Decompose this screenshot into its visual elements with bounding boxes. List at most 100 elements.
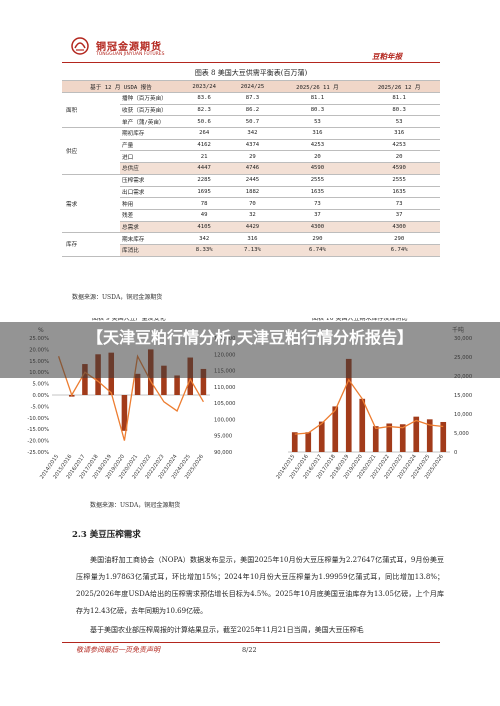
table-value-cell: 37 bbox=[276, 208, 359, 222]
table-value-cell: 2555 bbox=[276, 173, 359, 187]
table-header-cell: 基于 12 月 USDA 报告 bbox=[62, 80, 180, 93]
table-value-cell: 29 bbox=[228, 150, 277, 164]
table-row: 库消比 8.33% 7.13% 6.74% 6.74% bbox=[62, 243, 440, 257]
table-value-cell: 290 bbox=[276, 232, 359, 245]
table-item-cell: 总需求 bbox=[120, 220, 180, 234]
table-header-cell: 2025/26 11 月 bbox=[276, 80, 359, 93]
chart1-ytick-left: 0.00% bbox=[33, 393, 50, 399]
table-value-cell: 81.1 bbox=[358, 92, 440, 105]
table-item-cell: 产量 bbox=[120, 138, 180, 152]
table-value-cell: 81.1 bbox=[276, 92, 359, 105]
overlay-title[interactable]: 【天津豆粕行情分析,天津豆粕行情分析报告】 bbox=[86, 328, 414, 347]
table-value-cell: 316 bbox=[228, 232, 277, 245]
charts-source: 数据来源：USDA，铜冠金源期货 bbox=[90, 502, 181, 509]
chart2-bar bbox=[399, 424, 406, 452]
table-value-cell: 1635 bbox=[358, 185, 440, 199]
chart1-ytick-right: 100,000 bbox=[214, 417, 235, 423]
table-row: 总需求 4105 4429 4300 4300 bbox=[62, 220, 440, 234]
chart1-bar bbox=[82, 364, 88, 395]
chart1-ytick-left: -5.00% bbox=[31, 404, 49, 410]
chart2-bar bbox=[291, 432, 298, 452]
table-caption: 图表 8 美国大豆供需平衡表(百万蒲) bbox=[194, 69, 308, 77]
table-value-cell: 6.74% bbox=[276, 243, 359, 257]
table-value-cell: 80.3 bbox=[358, 103, 440, 117]
table-item-cell: 期末库存 bbox=[120, 232, 180, 245]
table-row: 面积 播种（百万英亩） 83.6 87.3 81.1 81.1 bbox=[62, 91, 440, 129]
table-value-cell: 80.3 bbox=[276, 103, 359, 117]
chart1-bar bbox=[174, 375, 180, 395]
chart2-ytick-right: 5,000 bbox=[454, 431, 469, 437]
table-value-cell: 2555 bbox=[358, 173, 440, 187]
table-row: 进口 21 29 20 20 bbox=[62, 150, 440, 164]
table-value-cell: 2285 bbox=[180, 173, 229, 187]
table-group-cell: 供应 bbox=[62, 127, 120, 175]
table-value-cell: 53 bbox=[276, 115, 359, 129]
table-value-cell: 4590 bbox=[276, 162, 359, 175]
company-name: 铜冠金源期货 bbox=[96, 42, 162, 53]
chart2-bar bbox=[426, 419, 433, 452]
table-item-cell: 收获（百万英亩） bbox=[120, 103, 180, 117]
table-row: 种用 78 70 73 73 bbox=[62, 197, 440, 210]
chart2-ytick-right: 0 bbox=[454, 450, 457, 456]
table-value-cell: 49 bbox=[180, 208, 229, 222]
chart2-ratio-line bbox=[294, 378, 444, 435]
table-item-cell: 种用 bbox=[120, 197, 180, 210]
table-value-cell: 4746 bbox=[228, 162, 277, 175]
table-item-cell: 残差 bbox=[120, 208, 180, 222]
chart1-ytick-left: -25.00% bbox=[27, 450, 49, 456]
table-item-cell: 期初库存 bbox=[120, 127, 180, 140]
page-number: 8/22 bbox=[242, 646, 257, 654]
chart2-bar bbox=[372, 426, 379, 452]
chart1-ytick-right: 90,000 bbox=[214, 450, 232, 456]
table-row: 出口需求 1695 1882 1635 1635 bbox=[62, 185, 440, 199]
table-value-cell: 1695 bbox=[180, 185, 229, 199]
chart1-bar bbox=[200, 368, 207, 395]
chart1-bar bbox=[121, 395, 128, 431]
table-header-cell: 2024/25 bbox=[228, 80, 277, 93]
table-value-cell: 4447 bbox=[180, 162, 229, 175]
company-logo-icon bbox=[70, 36, 90, 56]
table-value-cell: 86.2 bbox=[228, 103, 277, 117]
chart1-ytick-right: 95,000 bbox=[214, 434, 232, 440]
table-value-cell: 4162 bbox=[180, 138, 229, 152]
footer-divider bbox=[62, 642, 440, 643]
table-header-row: 基于 12 月 USDA 报告 2023/24 2024/25 2025/26 … bbox=[62, 80, 440, 93]
table-group-cell: 面积 bbox=[62, 91, 120, 129]
table-value-cell: 7.13% bbox=[228, 243, 277, 257]
table-value-cell: 50.6 bbox=[180, 115, 229, 129]
table-value-cell: 342 bbox=[228, 127, 277, 140]
table-value-cell: 290 bbox=[358, 232, 440, 245]
table-value-cell: 8.33% bbox=[180, 243, 229, 257]
chart2-bar bbox=[359, 398, 366, 452]
table-value-cell: 4300 bbox=[276, 220, 359, 234]
table-value-cell: 4253 bbox=[276, 138, 359, 152]
paragraph: 基于美国农业部压榨周报的计算结果显示，截至2025年11月21日当周，美国大豆压… bbox=[90, 626, 364, 634]
chart2-title: 图表 10 美国大豆期末库存及库消比 bbox=[312, 318, 407, 322]
table-value-cell: 4105 bbox=[180, 220, 229, 234]
chart2-ytick-right: 15,000 bbox=[454, 393, 472, 399]
table-value-cell: 50.7 bbox=[228, 115, 277, 129]
table-value-cell: 6.74% bbox=[358, 243, 440, 257]
table-value-cell: 264 bbox=[180, 127, 229, 140]
table-value-cell: 82.3 bbox=[180, 103, 229, 117]
table-item-cell: 库消比 bbox=[120, 243, 180, 257]
chart2-bar bbox=[440, 421, 447, 452]
table-value-cell: 73 bbox=[358, 197, 440, 210]
table-value-cell: 1882 bbox=[228, 185, 277, 199]
table-item-cell: 总供应 bbox=[120, 162, 180, 175]
table-value-cell: 4253 bbox=[358, 138, 440, 152]
table-group-cell: 库存 bbox=[62, 232, 120, 257]
table-row: 供应 期初库存 264 342 316 316 bbox=[62, 127, 440, 175]
balance-table: 基于 12 月 USDA 报告 2023/24 2024/25 2025/26 … bbox=[62, 80, 440, 257]
table-value-cell: 70 bbox=[228, 197, 277, 210]
table-item-cell: 出口需求 bbox=[120, 185, 180, 199]
chart1-title: 图表 9 美国大豆产量及变化 bbox=[92, 318, 166, 322]
chart1-bar bbox=[161, 365, 167, 395]
table-row: 残差 49 32 37 37 bbox=[62, 208, 440, 222]
table-value-cell: 20 bbox=[276, 150, 359, 164]
table-value-cell: 1635 bbox=[276, 185, 359, 199]
paragraph: 美国油籽加工商协会（NOPA）数据发布显示，美国2025年10月份大豆压榨量为2… bbox=[76, 556, 444, 615]
chart2-bar bbox=[332, 406, 339, 452]
table-value-cell: 20 bbox=[358, 150, 440, 164]
table-value-cell: 73 bbox=[276, 197, 359, 210]
